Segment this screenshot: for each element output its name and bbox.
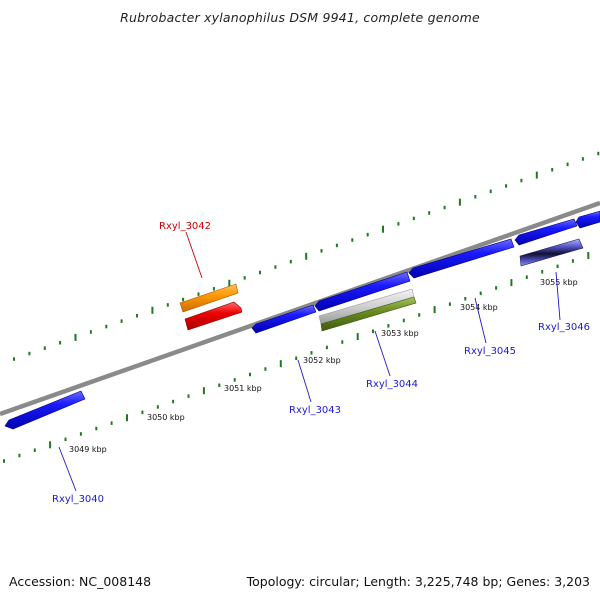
genome-backbone: [0, 200, 600, 417]
gene-feature-rxyl-3042[interactable]: [184, 301, 243, 331]
kbp-label: 3050 kbp: [147, 413, 185, 422]
leader-line: [297, 359, 312, 403]
gene-feature-rxyl-3040[interactable]: [4, 390, 86, 430]
gene-feature-orange[interactable]: [179, 283, 239, 313]
kbp-label: 3053 kbp: [381, 329, 419, 338]
kbp-labels: 3049 kbp 3050 kbp 3051 kbp 3052 kbp 3053…: [69, 278, 578, 454]
gene-labels: Rxyl_3042 Rxyl_3043 Rxyl_3044 Rxyl_3045 …: [52, 221, 590, 505]
leader-lines: [58, 231, 561, 492]
gene-feature-rxyl-3045[interactable]: [408, 238, 515, 279]
gene-feature-rxyl-3046-upper[interactable]: [514, 218, 578, 246]
leader-line: [474, 297, 487, 344]
gene-label-rxyl-3045: Rxyl_3045: [464, 346, 516, 357]
gene-label-rxyl-3042: Rxyl_3042: [159, 221, 211, 232]
kbp-label: 3054 kbp: [460, 303, 498, 312]
kbp-label: 3051 kbp: [224, 384, 262, 393]
gene-label-rxyl-3043: Rxyl_3043: [289, 405, 341, 416]
gene-feature-edge[interactable]: [575, 210, 600, 229]
leader-line: [374, 330, 391, 377]
gene-feature-rxyl-3046[interactable]: [519, 238, 584, 267]
gene-feature-rxyl-3044[interactable]: [320, 296, 417, 332]
kbp-label: 3049 kbp: [69, 445, 107, 454]
gene-features: [4, 210, 600, 430]
kbp-label: 3055 kbp: [540, 278, 578, 287]
lower-tick-row: [3, 252, 590, 463]
genome-summary-text: Topology: circular; Length: 3,225,748 bp…: [246, 574, 590, 589]
map-title: Rubrobacter xylanophilus DSM 9941, compl…: [120, 10, 480, 25]
upper-tick-row: [13, 151, 600, 361]
leader-line: [555, 271, 561, 321]
leader-line: [58, 446, 77, 492]
gene-label-rxyl-3040: Rxyl_3040: [52, 494, 104, 505]
gene-label-rxyl-3046: Rxyl_3046: [538, 322, 590, 333]
gene-feature-rxyl-3044-upper[interactable]: [314, 271, 411, 312]
leader-line: [185, 231, 203, 279]
gene-feature-rxyl-3043[interactable]: [251, 304, 317, 334]
kbp-label: 3052 kbp: [303, 356, 341, 365]
accession-text: Accession: NC_008148: [9, 574, 152, 589]
gene-label-rxyl-3044: Rxyl_3044: [366, 379, 418, 390]
